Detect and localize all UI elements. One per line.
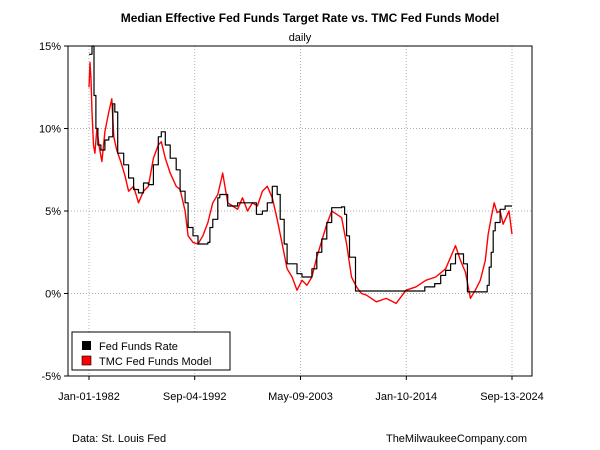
x-tick-label-4: Sep-13-2024 xyxy=(480,391,544,403)
legend-swatch-tmc-model xyxy=(81,355,92,366)
series-line-fed-funds-rate xyxy=(89,45,512,293)
y-axis: 15% 10% 5% 0% -5% xyxy=(39,41,68,383)
y-tick-label-2: 5% xyxy=(45,206,61,218)
y-tick-label-3: 0% xyxy=(45,289,61,301)
x-axis: Jan-01-1982 Sep-04-1992 May-09-2003 Jan-10-… xyxy=(58,376,544,403)
y-tick-label-1: 10% xyxy=(39,124,61,136)
series-line-tmc-model xyxy=(88,61,513,305)
series-layer xyxy=(88,45,513,305)
legend-label-fed-funds: Fed Funds Rate xyxy=(99,341,178,353)
chart-title: Median Effective Fed Funds Target Rate v… xyxy=(121,11,500,25)
legend: Fed Funds Rate TMC Fed Funds Model xyxy=(71,331,231,371)
chart-subtitle: daily xyxy=(289,32,312,44)
legend-swatch-fed-funds xyxy=(82,341,91,350)
y-tick-label-4: -5% xyxy=(41,371,61,383)
x-tick-label-1: Sep-04-1992 xyxy=(163,391,227,403)
grid xyxy=(68,45,532,377)
x-tick-label-2: May-09-2003 xyxy=(268,391,333,403)
y-tick-label-0: 15% xyxy=(39,41,61,53)
footer-source: Data: St. Louis Fed xyxy=(72,433,166,445)
legend-box xyxy=(71,331,231,371)
legend-label-tmc-model: TMC Fed Funds Model xyxy=(99,356,211,368)
x-tick-label-3: Jan-10-2014 xyxy=(375,391,437,403)
footer-site: TheMilwaukeeCompany.com xyxy=(386,433,527,445)
x-tick-label-0: Jan-01-1982 xyxy=(58,391,120,403)
